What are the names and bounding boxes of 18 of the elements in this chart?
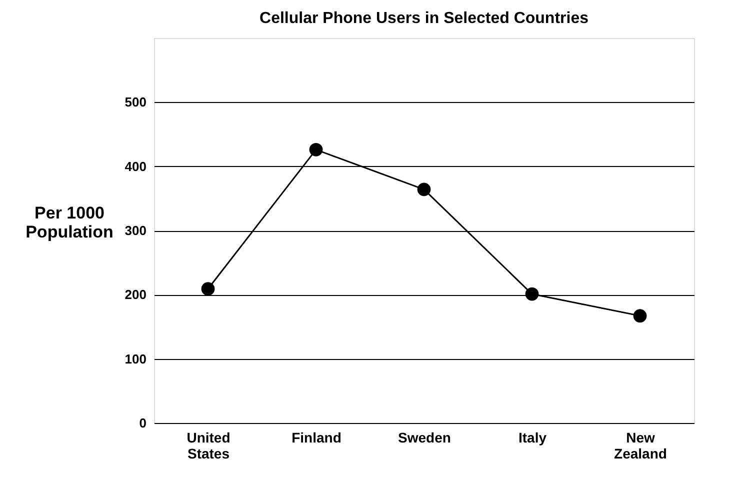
- point: [201, 282, 215, 296]
- chart-title: Cellular Phone Users in Selected Countries: [260, 10, 589, 27]
- y-axis-title: Per 1000 Population: [26, 204, 114, 242]
- x-tick-label: New Zealand: [614, 430, 667, 462]
- y-tick-label: 400: [124, 158, 146, 174]
- y-tick-label: 200: [124, 287, 146, 302]
- point: [633, 309, 647, 323]
- y-tick-label: 500: [124, 94, 146, 110]
- point: [417, 182, 431, 196]
- x-tick-label: Italy: [518, 430, 547, 446]
- y-tick-label: 0: [139, 416, 146, 430]
- y-tick-label: 100: [124, 351, 146, 366]
- x-tick-label: Sweden: [398, 430, 451, 446]
- point: [525, 287, 539, 301]
- x-tick-label: Finland: [292, 430, 342, 446]
- y-tick-label: 300: [124, 223, 146, 238]
- x-tick-label: United States: [186, 430, 230, 462]
- point: [309, 142, 323, 156]
